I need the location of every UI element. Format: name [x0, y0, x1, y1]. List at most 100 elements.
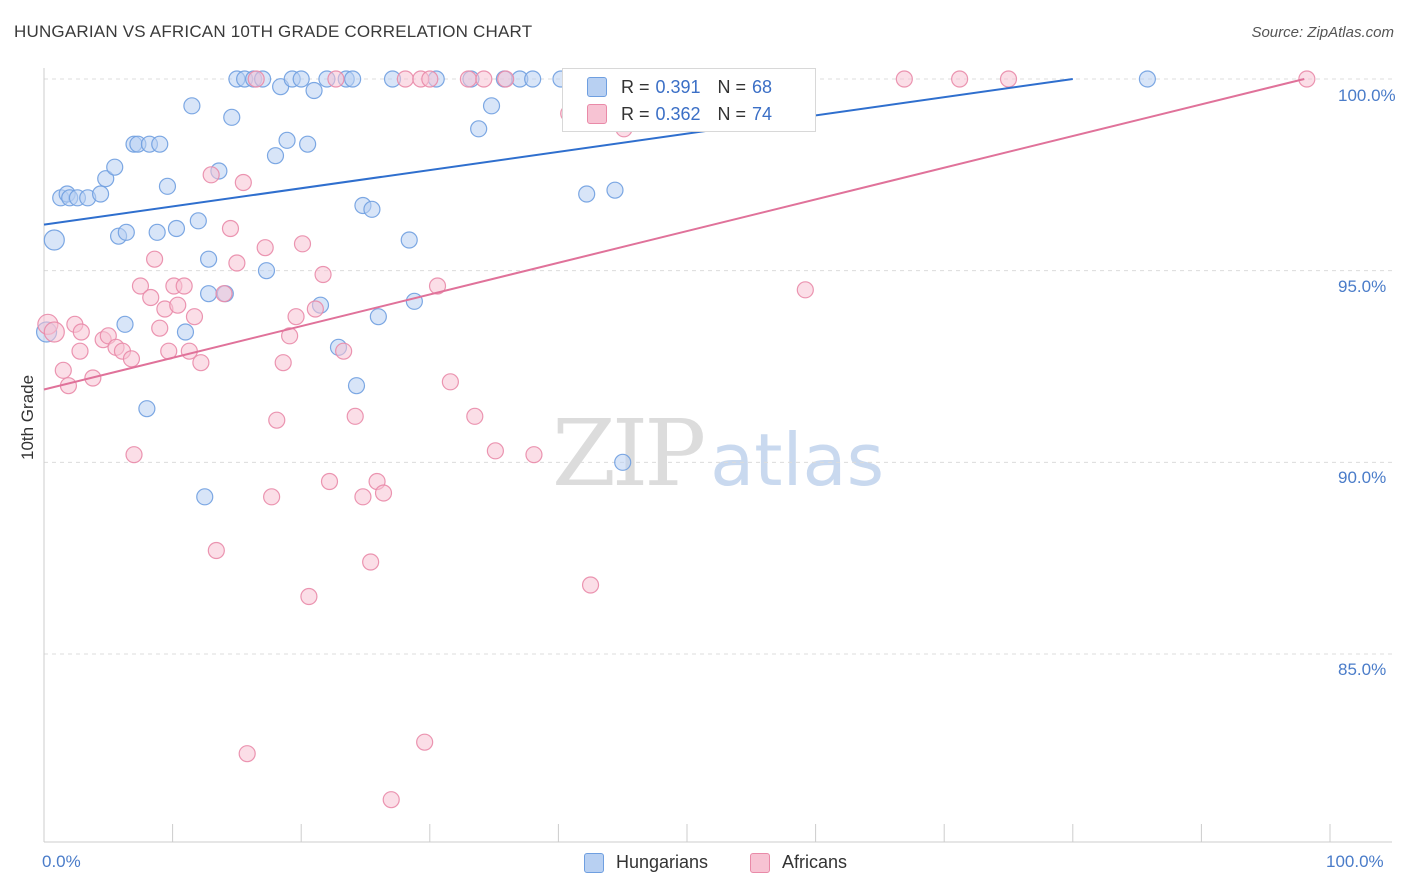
- hungarians-point-18: [148, 223, 166, 241]
- africans-point-27: [207, 541, 225, 560]
- africans-point-43: [314, 265, 332, 284]
- y-tick-label-90: 90.0%: [1338, 468, 1387, 487]
- hungarians-point-29: [223, 108, 241, 126]
- africans-point-1: [43, 321, 65, 343]
- africans-point-45: [327, 70, 345, 88]
- hungarians-point-41: [305, 81, 323, 100]
- hungarians-point-12: [117, 223, 135, 241]
- africans-point-60: [466, 407, 484, 425]
- hungarians-point-25: [200, 285, 218, 303]
- legend-row-hungarians: R = 0.391 N = 68: [587, 75, 772, 99]
- africans-point-28: [215, 285, 233, 303]
- africans-point-39: [287, 308, 305, 326]
- hungarians-point-11: [116, 315, 134, 333]
- africans-point-21: [169, 296, 187, 314]
- x-tick-label-max: 100.0%: [1326, 852, 1384, 871]
- africans-point-30: [228, 254, 246, 272]
- africans-point-38: [281, 327, 299, 345]
- hungarians-r-value: 0.391: [655, 76, 701, 97]
- hungarians-point-22: [183, 97, 201, 115]
- africans-point-12: [122, 350, 141, 368]
- hungarians-point-57: [482, 97, 501, 115]
- watermark: ZIP atlas: [552, 400, 884, 507]
- africans-point-25: [192, 354, 210, 372]
- stats-legend: R = 0.391 N = 68 R = 0.362 N = 74: [562, 68, 816, 132]
- africans-point-46: [335, 342, 353, 360]
- hungarians-point-50: [369, 308, 387, 326]
- y-tick-label-85: 85.0%: [1338, 660, 1387, 679]
- africans-point-14: [131, 277, 150, 295]
- africans-point-15: [142, 288, 160, 307]
- hungarians-legend-label: Hungarians: [616, 852, 709, 872]
- africans-point-66: [581, 576, 600, 594]
- hungarians-point-35: [266, 147, 285, 165]
- hungarians-point-37: [278, 131, 296, 149]
- legend-row-africans: R = 0.362 N = 74: [587, 102, 772, 126]
- hungarians-point-17: [138, 400, 156, 418]
- y-tick-label-95: 95.0%: [1338, 277, 1387, 296]
- africans-point-47: [346, 407, 364, 425]
- r-label: R =: [621, 103, 650, 124]
- hungarians-point-24: [196, 488, 214, 506]
- africans-point-72: [999, 70, 1018, 88]
- africans-point-35: [263, 488, 281, 506]
- africans-point-61: [475, 70, 493, 88]
- hungarians-point-23: [189, 212, 207, 230]
- x-tick-label-min: 0.0%: [42, 852, 81, 871]
- hungarians-point-60: [524, 70, 542, 88]
- hungarians-point-40: [299, 135, 317, 153]
- africans-point-34: [256, 239, 274, 257]
- africans-point-49: [362, 553, 380, 571]
- africans-point-36: [268, 411, 286, 429]
- africans-point-37: [274, 354, 292, 372]
- hungarians-point-64: [606, 181, 624, 199]
- africans-point-33: [247, 70, 265, 88]
- africans-point-6: [72, 323, 90, 341]
- africans-r-value: 0.362: [655, 103, 701, 124]
- africans-point-55: [416, 733, 434, 751]
- africans-point-52: [382, 791, 400, 809]
- africans-point-59: [459, 70, 477, 88]
- africans-point-69: [796, 281, 814, 299]
- africans-point-5: [71, 342, 89, 360]
- africans-point-29: [221, 219, 240, 238]
- africans-n-value: 74: [752, 103, 773, 124]
- africans-point-71: [951, 70, 969, 88]
- chart-source: Source: ZipAtlas.com: [1251, 24, 1394, 41]
- y-tick-label-100: 100.0%: [1338, 86, 1396, 105]
- africans-point-57: [428, 277, 447, 295]
- hungarians-point-26: [200, 250, 218, 268]
- r-label: R =: [621, 76, 650, 97]
- hungarians-point-67: [1138, 70, 1156, 88]
- africans-swatch: [587, 104, 607, 124]
- africans-point-44: [320, 472, 339, 491]
- hungarians-point-53: [405, 292, 423, 310]
- hungarians-point-52: [400, 231, 418, 249]
- hungarians-point-9: [106, 158, 124, 176]
- africans-trend-line: [43, 78, 1305, 391]
- hungarians-point-39: [292, 70, 310, 88]
- africans-legend-swatch: [750, 852, 770, 873]
- n-label: N =: [717, 103, 747, 124]
- hungarians-point-56: [470, 120, 488, 138]
- hungarians-point-62: [578, 185, 596, 203]
- hungarians-point-47: [347, 377, 366, 395]
- africans-point-63: [497, 70, 515, 88]
- hungarians-point-21: [176, 323, 195, 341]
- africans-point-62: [486, 442, 504, 460]
- africans-point-40: [293, 235, 312, 253]
- hungarians-point-16: [151, 135, 169, 153]
- hungarians-point-46: [344, 70, 362, 88]
- legend-item-hungarians[interactable]: Hungarians: [584, 852, 708, 873]
- hungarians-point-19: [158, 177, 177, 195]
- africans-point-51: [374, 484, 393, 502]
- hungarians-point-34: [257, 262, 276, 280]
- africans-point-41: [300, 587, 318, 606]
- africans-point-58: [441, 373, 459, 391]
- hungarians-swatch: [587, 77, 607, 97]
- africans-point-31: [234, 173, 252, 192]
- africans-point-16: [145, 250, 164, 268]
- legend-item-africans[interactable]: Africans: [750, 852, 847, 873]
- hungarians-trend-line: [43, 78, 1073, 226]
- hungarians-n-value: 68: [752, 76, 773, 97]
